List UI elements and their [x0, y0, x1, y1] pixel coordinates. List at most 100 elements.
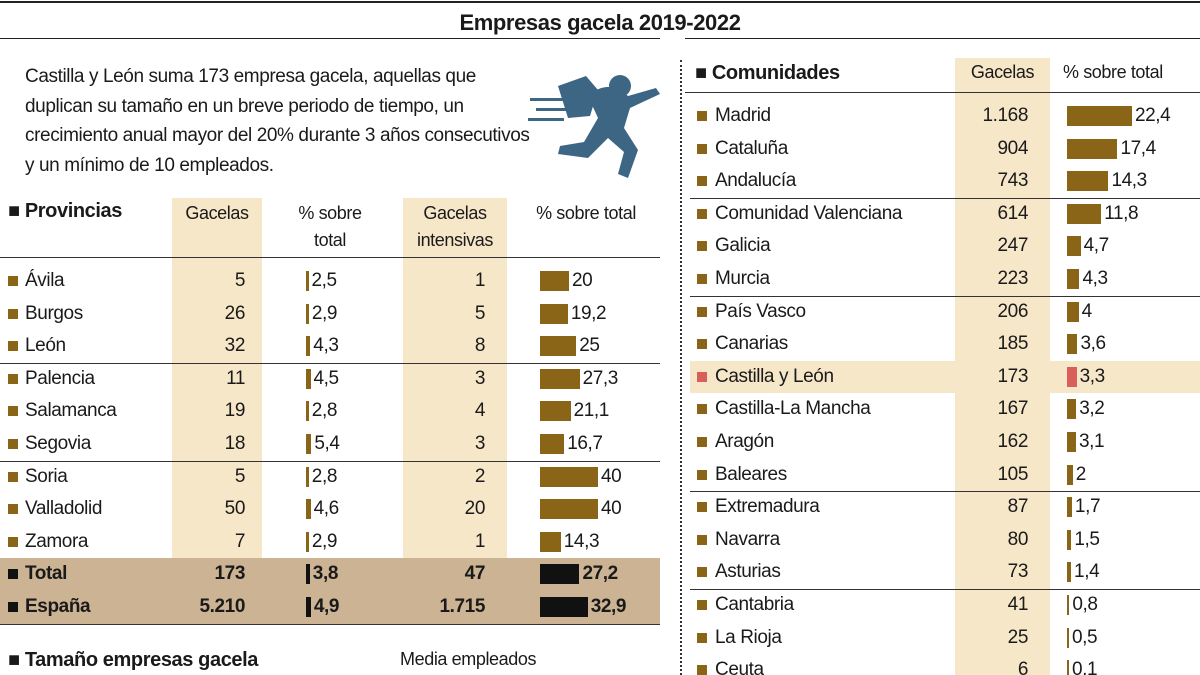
marker — [8, 569, 18, 580]
rule — [690, 295, 1200, 297]
value-label: 4,6 — [313, 498, 340, 520]
row-name: Cataluña — [715, 137, 788, 159]
row-name: Ceuta — [715, 659, 764, 675]
value-label: 2,5 — [311, 270, 338, 291]
rule — [0, 38, 660, 39]
bar — [306, 564, 310, 585]
column-header: % sobre total — [1063, 62, 1163, 82]
marker — [697, 404, 707, 415]
value-label: 14,3 — [1111, 170, 1147, 192]
bar — [306, 531, 309, 552]
rule — [690, 491, 1200, 493]
value-label: 4,3 — [313, 335, 339, 357]
bar — [540, 466, 598, 487]
highlight-row — [690, 360, 1200, 394]
intro: Castilla y León suma 173 empresa gacela,… — [25, 66, 530, 176]
row-name: Segovia — [25, 433, 91, 454]
marker — [697, 274, 707, 284]
bar — [306, 303, 309, 324]
marker — [697, 371, 707, 382]
top-rule — [0, 1, 1200, 3]
bar — [540, 271, 569, 291]
value-label: 1,7 — [1074, 496, 1101, 518]
value-label: 5,4 — [314, 433, 340, 454]
bar — [1067, 660, 1069, 675]
marker — [8, 504, 18, 515]
divider — [680, 60, 682, 675]
row-name: Aragón — [715, 431, 774, 452]
section-heading: ■ Provincias — [8, 200, 123, 222]
row-name: País Vasco — [715, 300, 806, 322]
bar — [1067, 627, 1069, 648]
heading-text: Tamaño empresas gacela — [24, 649, 259, 671]
value-label: 3,2 — [1079, 398, 1105, 420]
rule — [0, 623, 660, 625]
bar — [540, 597, 588, 617]
cell: 5.210 — [199, 596, 245, 617]
bar — [306, 597, 311, 617]
column-header: % sobre total — [536, 203, 636, 223]
row-name: Canarias — [715, 333, 788, 355]
row-name: Zamora — [25, 530, 89, 552]
rule — [690, 589, 1200, 590]
cell: 185 — [997, 333, 1028, 355]
cell: 162 — [997, 431, 1028, 452]
cell: 1 — [474, 530, 486, 552]
value-label: 0,8 — [1072, 594, 1098, 615]
row-name: Cantabria — [715, 594, 794, 615]
bar — [1067, 236, 1081, 257]
value-label: 17,4 — [1120, 137, 1156, 159]
value-label: 4,5 — [313, 367, 340, 389]
value-label: 22,4 — [1134, 105, 1171, 126]
cell: 47 — [464, 563, 486, 585]
cell: 32 — [224, 335, 246, 357]
bar — [1067, 562, 1072, 583]
column-header: % sobre total — [298, 203, 362, 250]
marker — [697, 665, 707, 675]
cell: 5 — [234, 465, 246, 487]
section-heading: ■ Tamaño empresas gacela — [8, 649, 259, 671]
value-label: 4,9 — [313, 596, 340, 617]
cell: 173 — [214, 563, 245, 585]
bar — [1067, 432, 1076, 452]
cell: 105 — [997, 463, 1028, 485]
value-label: 4,3 — [1082, 268, 1108, 289]
marker — [8, 373, 18, 384]
cell: 20 — [464, 498, 486, 520]
cell: 18 — [224, 433, 246, 454]
bar — [540, 401, 571, 422]
value-label: 2,9 — [311, 530, 338, 552]
row-name: Andalucía — [715, 170, 796, 192]
marker — [8, 471, 18, 482]
value-label: 40 — [601, 465, 622, 487]
row-name: Valladolid — [25, 498, 102, 520]
bar — [1067, 138, 1118, 159]
marker — [697, 469, 707, 480]
bar — [306, 368, 311, 389]
cell: 3 — [474, 367, 486, 389]
row-name: Salamanca — [25, 400, 117, 422]
value-label: 0,1 — [1072, 659, 1098, 675]
marker — [8, 536, 18, 547]
value-label: 21,1 — [573, 400, 610, 422]
marker — [8, 439, 18, 449]
heading-text: Comunidades — [711, 62, 840, 84]
cell: 3 — [474, 433, 486, 454]
cell: 7 — [234, 530, 246, 552]
value-label: 2,8 — [311, 400, 338, 422]
value-label: 2,8 — [311, 465, 338, 487]
rule — [0, 460, 660, 462]
marker — [697, 534, 707, 545]
value-label: 11,8 — [1104, 202, 1139, 224]
value-label: 40 — [601, 498, 622, 520]
column-header: Gacelas intensivas — [416, 203, 494, 250]
bar — [1067, 464, 1073, 485]
cell: 1 — [474, 270, 486, 291]
column-header: Gacelas — [185, 203, 249, 223]
value-label: 27,2 — [582, 563, 618, 585]
bar — [1067, 269, 1080, 289]
marker — [697, 111, 707, 121]
cell: 6 — [1017, 659, 1029, 675]
heading-text: Provincias — [24, 200, 123, 222]
bar — [306, 499, 311, 520]
